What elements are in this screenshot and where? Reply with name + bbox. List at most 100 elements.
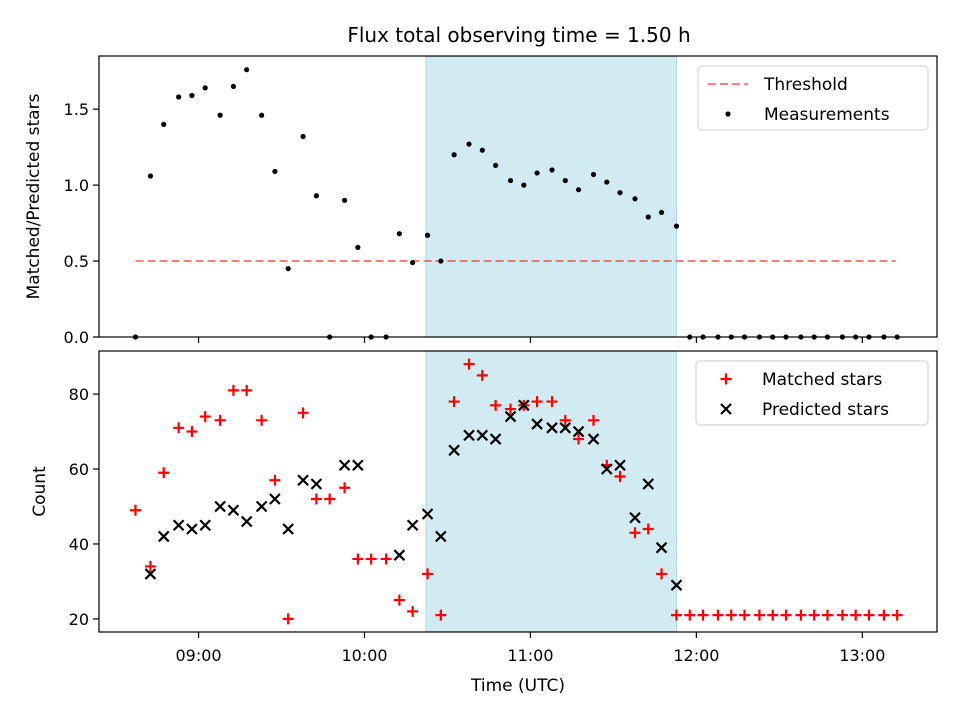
matched-star-point (173, 422, 185, 434)
x-tick-label: 10:00 (341, 646, 387, 665)
matched-star-point (297, 407, 309, 419)
bottom-y-axis-label: Count (30, 466, 50, 517)
legend-dot-swatch (725, 111, 731, 117)
predicted-star-point (282, 523, 294, 535)
legend-label: Threshold (763, 75, 848, 95)
matched-star-point (448, 396, 460, 408)
matched-star-point (573, 433, 585, 445)
predicted-star-point (421, 508, 434, 520)
matched-star-point (241, 384, 253, 396)
predicted-star-point (435, 530, 447, 543)
bottom-highlight-band (425, 350, 677, 633)
top-highlight-band (425, 55, 677, 338)
matched-star-point (380, 553, 392, 565)
measurement-point (479, 147, 485, 153)
top-panel: 0.0 0.5 1.0 1.5 Matched/Predicted stars Thr… (24, 55, 938, 347)
top-x-ticks (197, 337, 863, 343)
bottom-y-tick-label: 40 (69, 535, 89, 554)
matched-star-point (407, 605, 419, 617)
counts-layer (130, 358, 903, 625)
bottom-x-ticks: 09:00 10:00 11:00 12:00 13:00 (176, 632, 885, 665)
x-axis-label: Time (UTC) (470, 676, 565, 696)
measurement-point (521, 182, 527, 188)
bottom-y-tick-label: 60 (69, 460, 89, 479)
predicted-star-point (655, 541, 668, 554)
matched-star-point (490, 399, 502, 411)
measurement-point (451, 152, 457, 158)
predicted-star-point (186, 523, 198, 535)
measurement-point (244, 67, 250, 73)
predicted-star-point (518, 399, 530, 412)
matched-star-point (310, 493, 322, 505)
measurement-point (438, 258, 444, 264)
predicted-star-point (489, 433, 502, 445)
matched-star-point (422, 568, 434, 580)
matched-star-point (808, 609, 820, 621)
top-y-tick-label: 1.0 (64, 176, 89, 195)
top-y-tick-label: 1.5 (64, 100, 89, 119)
matched-star-point (352, 553, 364, 565)
matched-star-point (656, 568, 668, 580)
top-axes-frame (98, 55, 938, 338)
bottom-highlight-layer (425, 350, 677, 633)
predicted-star-point (240, 515, 253, 528)
predicted-star-point (227, 504, 240, 517)
predicted-star-point (310, 478, 323, 490)
legend-label: Predicted stars (762, 400, 889, 420)
matched-star-point (614, 471, 626, 483)
measurement-point (341, 197, 348, 203)
top-y-axis-label: Matched/Predicted stars (24, 93, 44, 299)
predicted-star-point (448, 444, 460, 457)
matched-star-point (850, 609, 862, 621)
matched-star-point (365, 553, 377, 565)
matched-star-point (588, 414, 600, 426)
measurement-point (396, 231, 402, 237)
predicted-star-point (352, 459, 364, 472)
matched-star-point (186, 426, 198, 438)
measurement-point (549, 167, 555, 173)
measurements-layer (132, 67, 900, 340)
predicted-star-point (172, 519, 185, 531)
matched-star-point (393, 594, 405, 606)
predicted-star-point (504, 410, 517, 423)
matched-star-point (821, 609, 833, 621)
predicted-star-point (338, 459, 351, 472)
matched-star-point (339, 482, 351, 494)
legend-label: Measurements (764, 105, 890, 125)
legend-label: Matched stars (762, 370, 882, 390)
matched-star-point (463, 358, 475, 370)
matched-star-point (199, 411, 211, 423)
measurement-point (272, 168, 278, 175)
top-legend: Threshold Measurements (697, 65, 929, 131)
measurement-point (217, 112, 223, 118)
predicted-star-point (214, 500, 226, 513)
measurement-point (189, 92, 195, 99)
matched-star-point (227, 384, 239, 396)
predicted-star-point (406, 519, 419, 531)
measurement-point (313, 193, 319, 199)
matched-star-point (863, 609, 875, 621)
matched-star-point (559, 414, 571, 426)
predicted-star-point (476, 429, 489, 442)
predicted-star-point (255, 500, 268, 513)
predicted-star-point (572, 425, 585, 438)
bottom-y-tick-label: 80 (69, 385, 89, 404)
predicted-star-point (393, 549, 406, 561)
bottom-panel: 20 40 60 80 09:00 10:00 11:00 12:00 13:00 Count… (30, 350, 938, 696)
matched-star-point (130, 504, 142, 516)
matched-star-point (684, 609, 696, 621)
matched-star-point (269, 474, 281, 486)
matched-star-point (739, 609, 751, 621)
legend-plus-swatch (720, 373, 732, 385)
predicted-star-point (531, 418, 543, 430)
measurement-point (176, 94, 182, 100)
top-y-tick-label: 0.0 (64, 328, 89, 347)
matched-star-point (531, 396, 543, 408)
matched-star-point (505, 403, 517, 415)
legend-x-swatch (720, 403, 732, 415)
matched-star-point (282, 613, 294, 625)
x-tick-label: 13:00 (839, 646, 885, 665)
measurement-point (492, 162, 499, 168)
predicted-star-point (642, 478, 655, 490)
